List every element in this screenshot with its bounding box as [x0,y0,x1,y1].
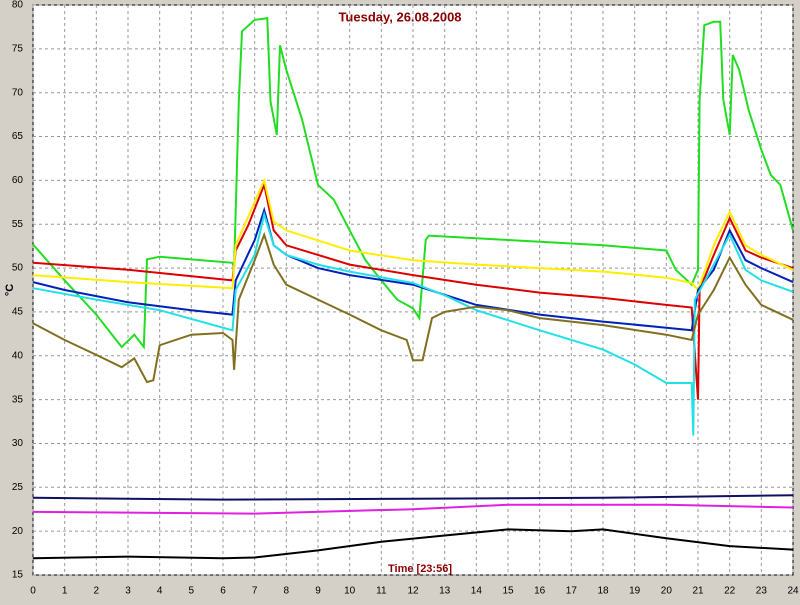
x-tick-label: 13 [439,586,451,597]
y-tick-label: 50 [12,263,24,274]
data-line [32,231,794,384]
x-tick-label: 8 [284,586,290,597]
x-tick-label: 12 [407,586,419,597]
y-tick-label: 45 [12,307,24,318]
x-tick-label: 21 [692,586,704,597]
x-tick-label: 17 [566,586,578,597]
y-tick-label: 60 [12,175,24,186]
x-tick-label: 14 [471,586,483,597]
y-tick-label: 35 [12,394,24,405]
x-tick-label: 11 [376,586,387,597]
y-tick-label: 75 [12,43,24,54]
x-tick-label: 20 [661,586,673,597]
x-tick-label: 15 [502,586,514,597]
x-tick-label: 4 [157,586,163,597]
y-tick-label: 25 [12,482,24,493]
x-tick-label: 10 [344,586,356,597]
chart-title: Tuesday, 26.08.2008 [338,9,461,24]
x-tick-label: 9 [315,586,321,597]
data-line [32,17,794,350]
data-line [32,528,794,560]
data-line [32,210,794,436]
data-line [32,494,794,501]
data-line [32,206,794,332]
x-tick-label: 24 [787,586,799,597]
data-line [32,181,794,400]
y-axis-label: °C [4,284,16,296]
x-tick-label: 19 [629,586,641,597]
data-line [32,503,794,515]
y-tick-label: 15 [12,570,24,581]
x-tick-label: 18 [597,586,609,597]
y-tick-label: 30 [12,438,24,449]
x-tick-label: 22 [724,586,736,597]
x-tick-label: 2 [94,586,100,597]
x-tick-label: 0 [30,586,36,597]
x-tick-label: 6 [220,586,226,597]
data-line [32,177,794,292]
x-tick-label: 16 [534,586,546,597]
x-tick-label: 1 [62,586,68,597]
y-tick-label: 65 [12,131,24,142]
x-tick-label: 3 [125,586,131,597]
y-tick-label: 55 [12,219,24,230]
x-tick-label: 7 [252,586,258,597]
x-tick-label: 5 [189,586,195,597]
y-tick-label: 20 [12,526,24,537]
x-axis-label: Time [23:56] [388,563,452,575]
y-tick-label: 80 [12,0,24,11]
x-tick-label: 23 [756,586,768,597]
y-tick-label: 70 [12,87,24,98]
y-tick-label: 40 [12,350,24,361]
